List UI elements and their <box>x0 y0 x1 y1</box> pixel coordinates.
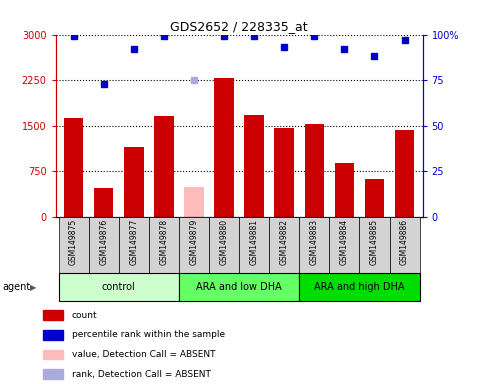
Bar <box>304 124 324 217</box>
Bar <box>179 217 209 273</box>
Bar <box>89 217 119 273</box>
Text: GSM149875: GSM149875 <box>69 219 78 265</box>
Text: control: control <box>102 282 136 292</box>
Bar <box>94 188 114 217</box>
Bar <box>209 217 239 273</box>
Title: GDS2652 / 228335_at: GDS2652 / 228335_at <box>170 20 308 33</box>
Bar <box>239 217 269 273</box>
Bar <box>43 310 63 320</box>
Bar <box>335 164 354 217</box>
Bar <box>365 179 384 217</box>
Text: percentile rank within the sample: percentile rank within the sample <box>72 330 225 339</box>
Bar <box>359 217 389 273</box>
Bar <box>154 116 174 217</box>
Text: count: count <box>72 311 98 319</box>
Text: GSM149884: GSM149884 <box>340 219 349 265</box>
Text: GSM149876: GSM149876 <box>99 219 108 265</box>
Bar <box>329 217 359 273</box>
Text: GSM149877: GSM149877 <box>129 219 138 265</box>
Bar <box>184 187 204 217</box>
Bar <box>43 350 63 359</box>
Bar <box>244 115 264 217</box>
Bar <box>149 217 179 273</box>
Bar <box>269 217 299 273</box>
Bar <box>389 217 420 273</box>
Text: GSM149879: GSM149879 <box>189 219 199 265</box>
Bar <box>43 369 63 379</box>
Bar <box>179 273 299 301</box>
Bar <box>299 217 329 273</box>
Text: GSM149883: GSM149883 <box>310 219 319 265</box>
Bar <box>214 78 234 217</box>
Bar <box>395 130 414 217</box>
Text: GSM149878: GSM149878 <box>159 219 169 265</box>
Text: GSM149880: GSM149880 <box>220 219 228 265</box>
Text: ARA and high DHA: ARA and high DHA <box>314 282 405 292</box>
Text: agent: agent <box>2 282 30 292</box>
Text: GSM149882: GSM149882 <box>280 219 289 265</box>
Text: GSM149886: GSM149886 <box>400 219 409 265</box>
Text: value, Detection Call = ABSENT: value, Detection Call = ABSENT <box>72 350 215 359</box>
Bar <box>58 217 89 273</box>
Bar <box>124 147 143 217</box>
Text: ▶: ▶ <box>30 283 36 291</box>
Text: ARA and low DHA: ARA and low DHA <box>196 282 282 292</box>
Bar <box>64 119 84 217</box>
Text: rank, Detection Call = ABSENT: rank, Detection Call = ABSENT <box>72 370 211 379</box>
Text: GSM149881: GSM149881 <box>250 219 258 265</box>
Bar <box>43 330 63 339</box>
Bar <box>58 273 179 301</box>
Bar <box>274 128 294 217</box>
Bar <box>299 273 420 301</box>
Bar <box>119 217 149 273</box>
Text: GSM149885: GSM149885 <box>370 219 379 265</box>
